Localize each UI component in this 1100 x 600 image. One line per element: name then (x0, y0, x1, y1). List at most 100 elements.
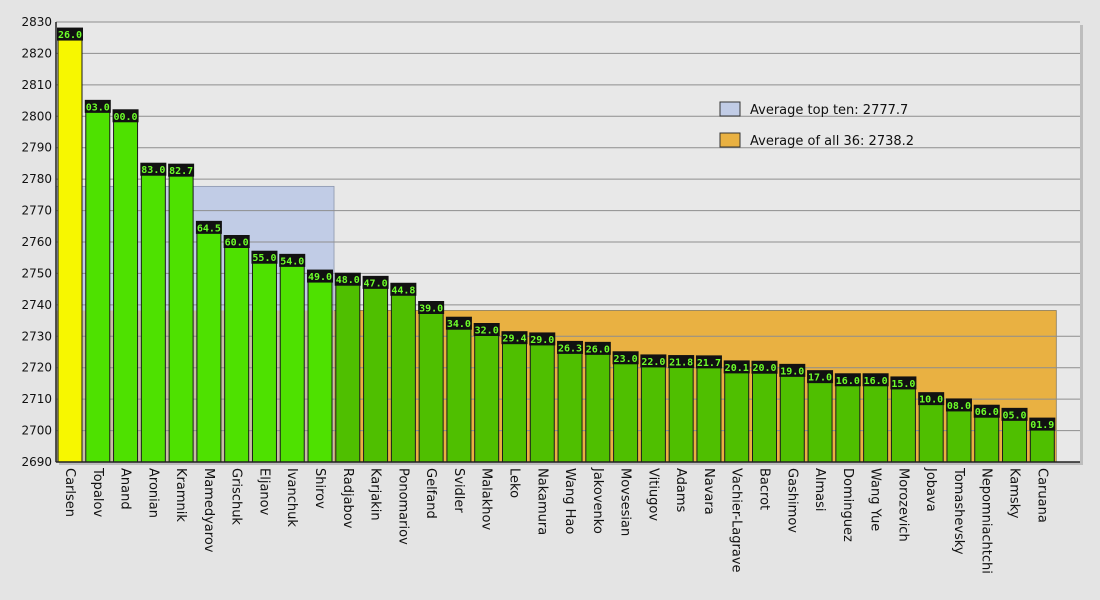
x-tick-label: Gashimov (784, 468, 799, 533)
data-label-bg (723, 360, 750, 374)
data-label: 06.0 (975, 407, 999, 418)
x-tick-label: Almasi (812, 468, 827, 512)
x-tick-label: Carlsen (62, 468, 77, 517)
data-label-bg (945, 398, 972, 412)
data-label: 08.0 (947, 401, 971, 412)
y-tick-label: 2740 (21, 298, 52, 312)
bar (1029, 424, 1055, 463)
bar (529, 338, 555, 463)
axes (55, 22, 1080, 463)
x-tick-label: Malakhov (479, 468, 494, 530)
x-tick-label: Dominguez (840, 468, 855, 542)
data-label: 15.0 (891, 379, 915, 390)
data-label-bg (834, 373, 861, 387)
y-tick-label: 2700 (21, 424, 52, 438)
data-label: 03.0 (86, 102, 110, 113)
bar (474, 329, 500, 463)
bar (279, 260, 305, 463)
y-tick-label: 2720 (21, 361, 52, 375)
x-tick-label: Caruana (1034, 468, 1049, 523)
data-label-bg (751, 360, 778, 374)
bar (1002, 414, 1028, 463)
data-label-bg (668, 355, 695, 369)
data-label: 22.0 (641, 357, 665, 368)
x-tick-label: Nakamura (534, 468, 549, 535)
bar (363, 282, 389, 463)
y-tick-label: 2830 (21, 15, 52, 29)
bar (835, 379, 861, 463)
x-tick-labels: Carlsen Topalov Anand Aronian Kramnik Mamedya… (62, 467, 1049, 574)
bar (613, 357, 639, 463)
x-tick-label: Tomashevsky (951, 467, 966, 555)
y-tick-label: 2820 (21, 46, 52, 60)
data-label: 17.0 (808, 373, 832, 384)
x-tick-label: Topalov (90, 467, 105, 517)
y-tick-label: 2790 (21, 141, 52, 155)
x-tick-label: Jakovenko (590, 467, 605, 534)
data-label: 34.0 (447, 319, 471, 330)
x-tick-label: Kramnik (173, 468, 188, 522)
data-label: 16.0 (864, 376, 888, 387)
data-label-bg (1001, 407, 1028, 421)
data-label-bg (251, 250, 278, 264)
data-label-bg (890, 376, 917, 390)
x-tick-label: Jobava (923, 467, 938, 512)
data-label-bg (445, 316, 472, 330)
x-tick-label: Vachier-Lagrave (729, 468, 744, 573)
data-label-bg (501, 331, 528, 345)
bar (696, 361, 722, 463)
x-tick-label: Wang Hao (562, 468, 577, 534)
data-label-bg (140, 162, 167, 176)
data-label-bg (362, 275, 389, 289)
data-label: 54.0 (280, 256, 304, 267)
data-label-bg (612, 351, 639, 365)
data-label: 49.0 (308, 272, 332, 283)
data-label-bg (584, 341, 611, 355)
bar (863, 379, 889, 463)
data-label: 44.8 (391, 285, 415, 296)
bar (251, 257, 277, 463)
bar (779, 370, 805, 463)
data-label-bg (473, 323, 500, 336)
bar (946, 404, 972, 463)
x-tick-label: Eljanov (256, 468, 271, 516)
bar (168, 170, 194, 463)
data-label: 20.1 (725, 363, 749, 374)
x-tick-label: Vitiugov (645, 468, 660, 521)
x-tick-label: Kamsky (1007, 468, 1022, 519)
x-tick-label: Aronian (145, 468, 160, 518)
x-tick-label: Movsesian (618, 468, 633, 536)
bar (57, 34, 83, 463)
x-tick-label: Wang Yue (868, 468, 883, 531)
data-label: 26.0 (58, 30, 82, 41)
data-label: 00.0 (114, 112, 138, 123)
y-tick-label: 2710 (21, 392, 52, 406)
data-label: 83.0 (141, 165, 165, 176)
data-label-bg (557, 340, 584, 354)
data-label-bg (779, 363, 806, 377)
bar (557, 347, 583, 463)
y-tick-label: 2810 (21, 78, 52, 92)
x-tick-label: Mamedyarov (201, 468, 216, 553)
x-tick-label: Adams (673, 468, 688, 513)
data-label: 26.3 (558, 343, 582, 354)
x-tick-label: Ponomariov (395, 468, 410, 545)
bar (668, 361, 694, 463)
y-tick-label: 2730 (21, 329, 52, 343)
bar (140, 169, 166, 463)
data-label-bg (918, 392, 945, 406)
data-label: 21.8 (669, 358, 693, 369)
data-label-bg (695, 355, 722, 369)
data-label: 55.0 (252, 253, 276, 264)
x-tick-label: Gelfand (423, 468, 438, 519)
x-tick-label: Morozevich (895, 468, 910, 542)
y-tick-labels: 2690 2700 2710 2720 2730 2740 2750 2760 2770 2780… (21, 15, 52, 469)
legend-swatch (719, 132, 741, 148)
x-tick-label: Ivanchuk (284, 468, 299, 527)
y-tick-label: 2690 (21, 455, 52, 469)
x-tick-label: Grischuk (229, 468, 244, 525)
x-tick-label: Radjabov (340, 468, 355, 529)
data-label: 26.0 (586, 344, 610, 355)
data-label: 21.7 (697, 358, 721, 369)
y-tick-label: 2760 (21, 235, 52, 249)
